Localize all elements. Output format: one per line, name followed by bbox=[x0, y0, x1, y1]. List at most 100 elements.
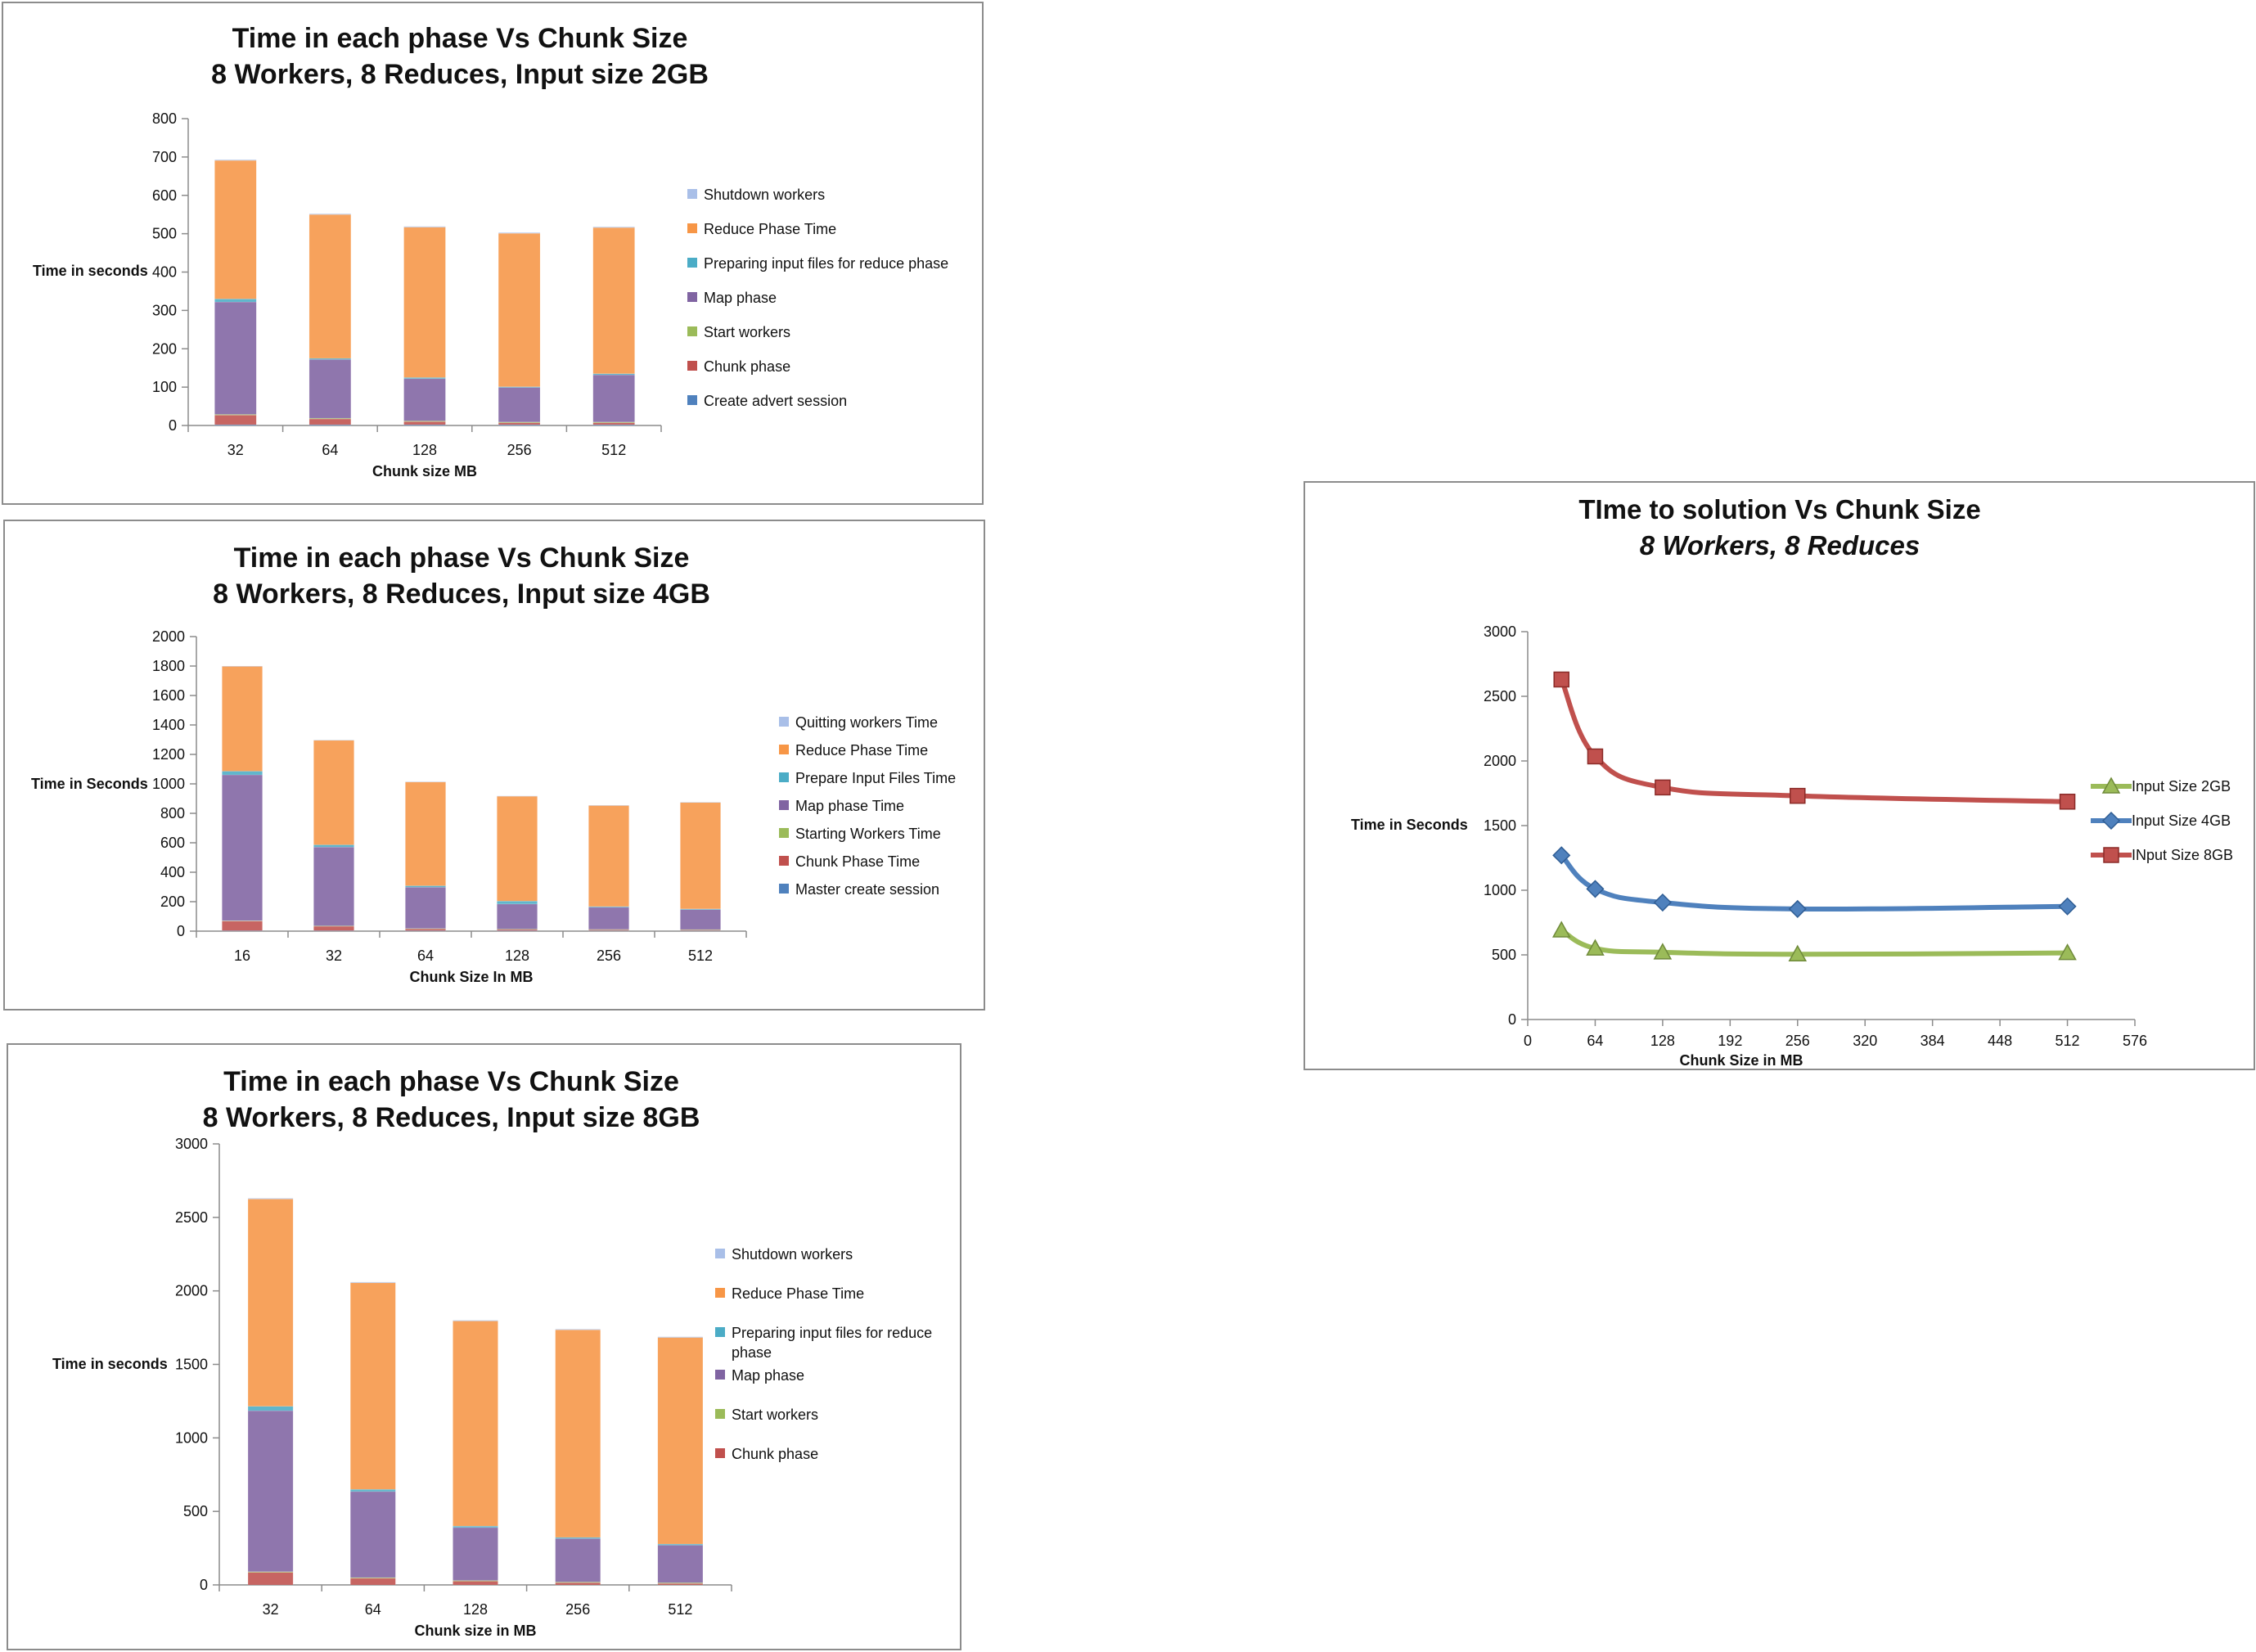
y-tick-label: 1200 bbox=[152, 746, 185, 763]
bar-segment bbox=[657, 1582, 704, 1586]
bar-segment bbox=[222, 666, 263, 772]
bar-segment bbox=[313, 844, 354, 848]
bar-segment bbox=[498, 422, 541, 425]
legend-swatch bbox=[687, 292, 697, 302]
bar-segment bbox=[588, 805, 629, 907]
bar-segment bbox=[313, 740, 354, 845]
legend-label: Start workers bbox=[704, 324, 790, 340]
y-tick-label: 2500 bbox=[1484, 688, 1516, 704]
y-tick-label: 3000 bbox=[175, 1136, 208, 1152]
bar-segment bbox=[247, 1572, 294, 1586]
bar-segment bbox=[680, 802, 721, 803]
bar-segment bbox=[497, 795, 538, 797]
legend-swatch bbox=[715, 1409, 725, 1419]
legend-label: Starting Workers Time bbox=[795, 826, 941, 842]
y-tick-label: 200 bbox=[152, 340, 177, 357]
bar-segment bbox=[592, 227, 635, 374]
x-tick-label: 512 bbox=[688, 948, 713, 964]
x-tick-label: 320 bbox=[1853, 1033, 1877, 1049]
legend-swatch bbox=[715, 1327, 725, 1337]
data-point-marker bbox=[1587, 748, 1604, 765]
legend-label: Preparing input files for reduce phase bbox=[704, 255, 948, 272]
bar-segment bbox=[555, 1329, 601, 1330]
bar-segment bbox=[497, 901, 538, 905]
legend-label: Map phase Time bbox=[795, 798, 904, 814]
bar-segment bbox=[453, 1525, 498, 1528]
x-tick-label: 448 bbox=[1988, 1033, 2012, 1049]
y-tick-label: 700 bbox=[152, 149, 177, 165]
bar-segment bbox=[313, 925, 354, 931]
x-tick-label: 576 bbox=[2123, 1033, 2147, 1049]
data-point-marker bbox=[1551, 921, 1571, 938]
legend-marker bbox=[2103, 847, 2119, 863]
legend-swatch bbox=[779, 828, 789, 838]
legend-swatch bbox=[779, 772, 789, 782]
x-tick-label: 32 bbox=[227, 442, 244, 458]
x-tick-label: 256 bbox=[1785, 1033, 1810, 1049]
bar-segment bbox=[592, 422, 635, 425]
y-tick-label: 500 bbox=[152, 226, 177, 242]
y-tick-label: 500 bbox=[183, 1503, 208, 1519]
bar-segment bbox=[453, 1581, 498, 1586]
y-tick-label: 0 bbox=[1508, 1011, 1516, 1028]
bar-segment bbox=[350, 1282, 396, 1490]
bar-segment bbox=[405, 887, 446, 930]
x-tick-label: 512 bbox=[601, 442, 626, 458]
bar-segment bbox=[403, 227, 446, 378]
bar-segment bbox=[350, 1491, 396, 1578]
data-point-marker bbox=[2058, 943, 2077, 961]
bar-segment bbox=[247, 1410, 294, 1573]
legend-swatch bbox=[687, 258, 697, 268]
bar-segment bbox=[308, 418, 352, 425]
bar-segment bbox=[222, 771, 263, 776]
bar-segment bbox=[497, 795, 538, 902]
legend-label: Map phase bbox=[732, 1367, 804, 1384]
legend-marker bbox=[2101, 811, 2121, 831]
y-tick-label: 2000 bbox=[152, 628, 185, 645]
legend-label: Chunk phase bbox=[732, 1446, 818, 1462]
bar-segment bbox=[214, 299, 257, 303]
bar-segment bbox=[588, 804, 629, 806]
y-tick-label: 1000 bbox=[1484, 882, 1516, 898]
bar-segment bbox=[657, 1336, 704, 1338]
bar-segment bbox=[680, 909, 721, 930]
y-tick-label: 600 bbox=[160, 835, 185, 851]
y-tick-label: 500 bbox=[1492, 947, 1516, 963]
legend-label: Reduce Phase Time bbox=[795, 742, 928, 758]
bar-segment bbox=[350, 1578, 396, 1586]
bar-segment bbox=[498, 232, 541, 387]
legend-label: Input Size 2GB bbox=[2132, 778, 2231, 794]
y-tick-label: 2000 bbox=[175, 1283, 208, 1299]
bar-segment bbox=[214, 301, 257, 415]
y-tick-label: 2500 bbox=[175, 1209, 208, 1226]
x-tick-label: 64 bbox=[417, 948, 434, 964]
x-axis-label: Chunk size MB bbox=[372, 463, 477, 479]
x-tick-label: 128 bbox=[505, 948, 529, 964]
x-tick-label: 256 bbox=[565, 1601, 590, 1618]
bar-segment bbox=[247, 1199, 294, 1407]
data-point-marker bbox=[1653, 943, 1673, 960]
chart-title-line: Time in each phase Vs Chunk Size bbox=[223, 1066, 679, 1097]
x-tick-label: 0 bbox=[1524, 1033, 1532, 1049]
data-point-marker bbox=[1552, 846, 1571, 865]
bar-segment bbox=[657, 1545, 704, 1583]
legend-label: Start workers bbox=[732, 1407, 818, 1423]
chart-panel-time-to-solution: TIme to solution Vs Chunk Size 8 Workers,… bbox=[1304, 481, 2255, 1070]
bar-segment bbox=[497, 903, 538, 930]
data-point-marker bbox=[1653, 893, 1672, 912]
y-tick-label: 0 bbox=[169, 417, 177, 434]
y-tick-label: 800 bbox=[152, 110, 177, 127]
bar-segment bbox=[350, 1281, 396, 1284]
bar-segment bbox=[403, 378, 446, 421]
bar-segment bbox=[247, 1406, 294, 1411]
y-axis-label: Time in Seconds bbox=[31, 776, 148, 792]
data-point-marker bbox=[1586, 880, 1605, 898]
legend-swatch bbox=[687, 361, 697, 371]
x-tick-label: 256 bbox=[507, 442, 532, 458]
bar-segment bbox=[453, 1527, 498, 1581]
y-tick-label: 600 bbox=[152, 187, 177, 204]
y-tick-label: 200 bbox=[160, 894, 185, 910]
legend-label: Shutdown workers bbox=[704, 187, 825, 203]
bar-segment bbox=[308, 359, 352, 419]
x-tick-label: 128 bbox=[463, 1601, 488, 1618]
